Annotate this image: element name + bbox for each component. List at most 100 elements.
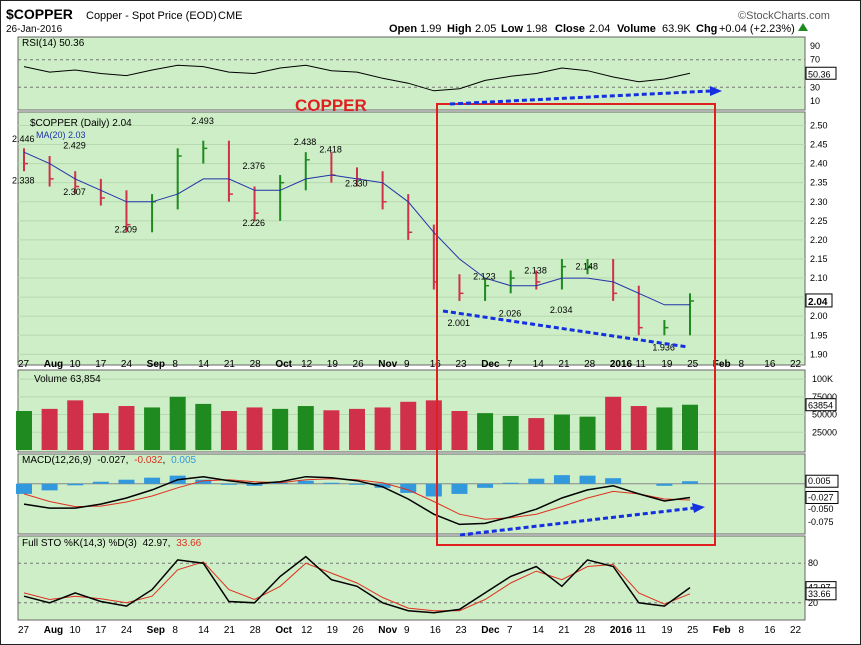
volume-bar bbox=[425, 400, 442, 450]
chg-label: Chg bbox=[696, 23, 717, 35]
volume-bar bbox=[400, 401, 417, 450]
ohlc-summary: Open 1.99 High 2.05 Low 1.98 Close 2.04 … bbox=[389, 23, 808, 35]
price-annotation-label: 1.936 bbox=[652, 343, 675, 353]
x-axis-label: 28 bbox=[584, 625, 596, 636]
price-annotation-label: 2.138 bbox=[524, 266, 547, 276]
sto-title-name: Full STO %K(14,3) %D(3) bbox=[22, 538, 137, 549]
macd-histogram-bar bbox=[67, 483, 84, 486]
price-tick-label: 1.95 bbox=[810, 330, 828, 340]
volume-bar bbox=[349, 408, 365, 450]
sto-tick-label: 20 bbox=[808, 598, 818, 608]
price-panel bbox=[17, 111, 806, 366]
price-annotation-label: 2.493 bbox=[191, 116, 214, 126]
close-value: 2.04 bbox=[589, 23, 610, 35]
price-series: 2.446 2.338 2.429 2.307 2.209 2.493 2.376 2.226… bbox=[12, 116, 694, 353]
chart-date: 26-Jan-2016 bbox=[6, 24, 63, 35]
price-annotation-label: 2.148 bbox=[576, 262, 599, 272]
rsi-panel bbox=[17, 36, 806, 111]
x-axis-label: 28 bbox=[584, 359, 596, 370]
x-axis-label: 23 bbox=[455, 359, 467, 370]
x-axis-label: 8 bbox=[172, 625, 178, 636]
macd-histogram-bar bbox=[92, 481, 109, 484]
sto-tick-label: 80 bbox=[808, 558, 818, 568]
sto-title: Full STO %K(14,3) %D(3) 42.97, 33.66 bbox=[22, 538, 202, 549]
sto-series bbox=[23, 555, 691, 614]
x-axis-label: 19 bbox=[327, 359, 339, 370]
macd-title: MACD(12,26,9) -0.027, -0.032, 0.005 bbox=[22, 455, 197, 466]
macd-title-hist: 0.005 bbox=[171, 455, 196, 466]
macd-histogram-bar bbox=[579, 475, 596, 484]
macd-series bbox=[16, 475, 698, 526]
volume-tick-label: 100K bbox=[812, 374, 833, 384]
volume-bar bbox=[169, 396, 186, 450]
price-annotation-label: 2.438 bbox=[294, 137, 317, 147]
volume-bar bbox=[246, 407, 263, 450]
sto-value-badge bbox=[805, 587, 837, 601]
x-axis-label: Aug bbox=[44, 359, 63, 370]
x-axis-label: 27 bbox=[18, 359, 30, 370]
rsi-title: RSI(14) 50.36 bbox=[22, 38, 85, 49]
price-tick-label: 2.00 bbox=[810, 311, 828, 321]
macd-tick-label: 0.005 bbox=[808, 476, 831, 486]
x-axis-label: Aug bbox=[44, 625, 63, 636]
x-axis-label: 21 bbox=[558, 359, 570, 370]
volume-bar bbox=[656, 407, 673, 450]
x-axis-label: 11 bbox=[636, 625, 647, 636]
macd-arrowhead-icon bbox=[692, 503, 705, 513]
price-title: $COPPER (Daily) 2.04 bbox=[30, 118, 132, 129]
price-trend-line bbox=[442, 309, 689, 349]
x-axis-label: 16 bbox=[430, 625, 442, 636]
price-tick-label: 2.40 bbox=[810, 159, 828, 169]
x-axis-label: 26 bbox=[353, 625, 365, 636]
macd-title-value: -0.027 bbox=[97, 455, 126, 466]
x-axis-label: 16 bbox=[764, 359, 776, 370]
up-triangle-icon bbox=[798, 23, 808, 31]
volume-tick-label: 50000 bbox=[812, 410, 837, 420]
x-axis-label: 24 bbox=[121, 359, 133, 370]
macd-value-badge bbox=[805, 490, 839, 504]
volume-bar bbox=[528, 418, 545, 450]
x-axis-label: 9 bbox=[404, 359, 410, 370]
macd-histogram-bar bbox=[195, 479, 212, 484]
instrument-name: Copper - Spot Price (EOD) bbox=[86, 10, 217, 22]
x-axis-label: 16 bbox=[430, 359, 442, 370]
price-tick-label: 2.20 bbox=[810, 235, 828, 245]
x-axis-label: 21 bbox=[224, 359, 236, 370]
x-axis-label: 10 bbox=[69, 359, 81, 370]
volume-title: Volume 63,854 bbox=[34, 374, 101, 385]
price-annotation-label: 2.446 bbox=[12, 134, 35, 144]
volume-bar bbox=[297, 406, 314, 450]
price-annotation-label: 2.209 bbox=[114, 224, 137, 234]
price-tick-label: 2.35 bbox=[810, 178, 828, 188]
macd-histogram-bar bbox=[144, 477, 161, 484]
high-label: High bbox=[447, 23, 472, 35]
volume-bar bbox=[451, 411, 468, 450]
low-value: 1.98 bbox=[526, 23, 547, 35]
volume-value-badge bbox=[805, 398, 837, 412]
volume-bar bbox=[144, 407, 161, 450]
volume-bar bbox=[374, 407, 391, 450]
volume-tick-label: 75000 bbox=[812, 392, 837, 402]
macd-title-name: MACD(12,26,9) bbox=[22, 455, 91, 466]
macd-histogram-bar bbox=[656, 483, 673, 486]
macd-histogram-bar bbox=[41, 483, 58, 491]
macd-tick-label: -0.075 bbox=[808, 517, 834, 527]
x-axis-label: 28 bbox=[250, 359, 262, 370]
x-axis-label: 22 bbox=[790, 625, 802, 636]
price-tick-label: 2.10 bbox=[810, 273, 828, 283]
x-axis-label: Feb bbox=[713, 625, 731, 636]
x-axis-label: Nov bbox=[378, 359, 397, 370]
volume-bar bbox=[502, 415, 519, 450]
price-annotation-label: 2.307 bbox=[63, 187, 86, 197]
x-axis-label: 21 bbox=[224, 625, 236, 636]
price-tick-label: 2.15 bbox=[810, 254, 828, 264]
price-annotation-label: 2.418 bbox=[319, 145, 342, 155]
brand-logo: ©StockCharts.com bbox=[738, 10, 830, 22]
x-axis-label: 19 bbox=[661, 359, 673, 370]
rsi-tick-label: 10 bbox=[810, 96, 820, 106]
x-axis-label: 25 bbox=[687, 625, 699, 636]
macd-trend-arrow bbox=[459, 506, 695, 537]
symbol-label: $COPPER bbox=[6, 6, 73, 22]
x-axis-label: 19 bbox=[327, 625, 339, 636]
